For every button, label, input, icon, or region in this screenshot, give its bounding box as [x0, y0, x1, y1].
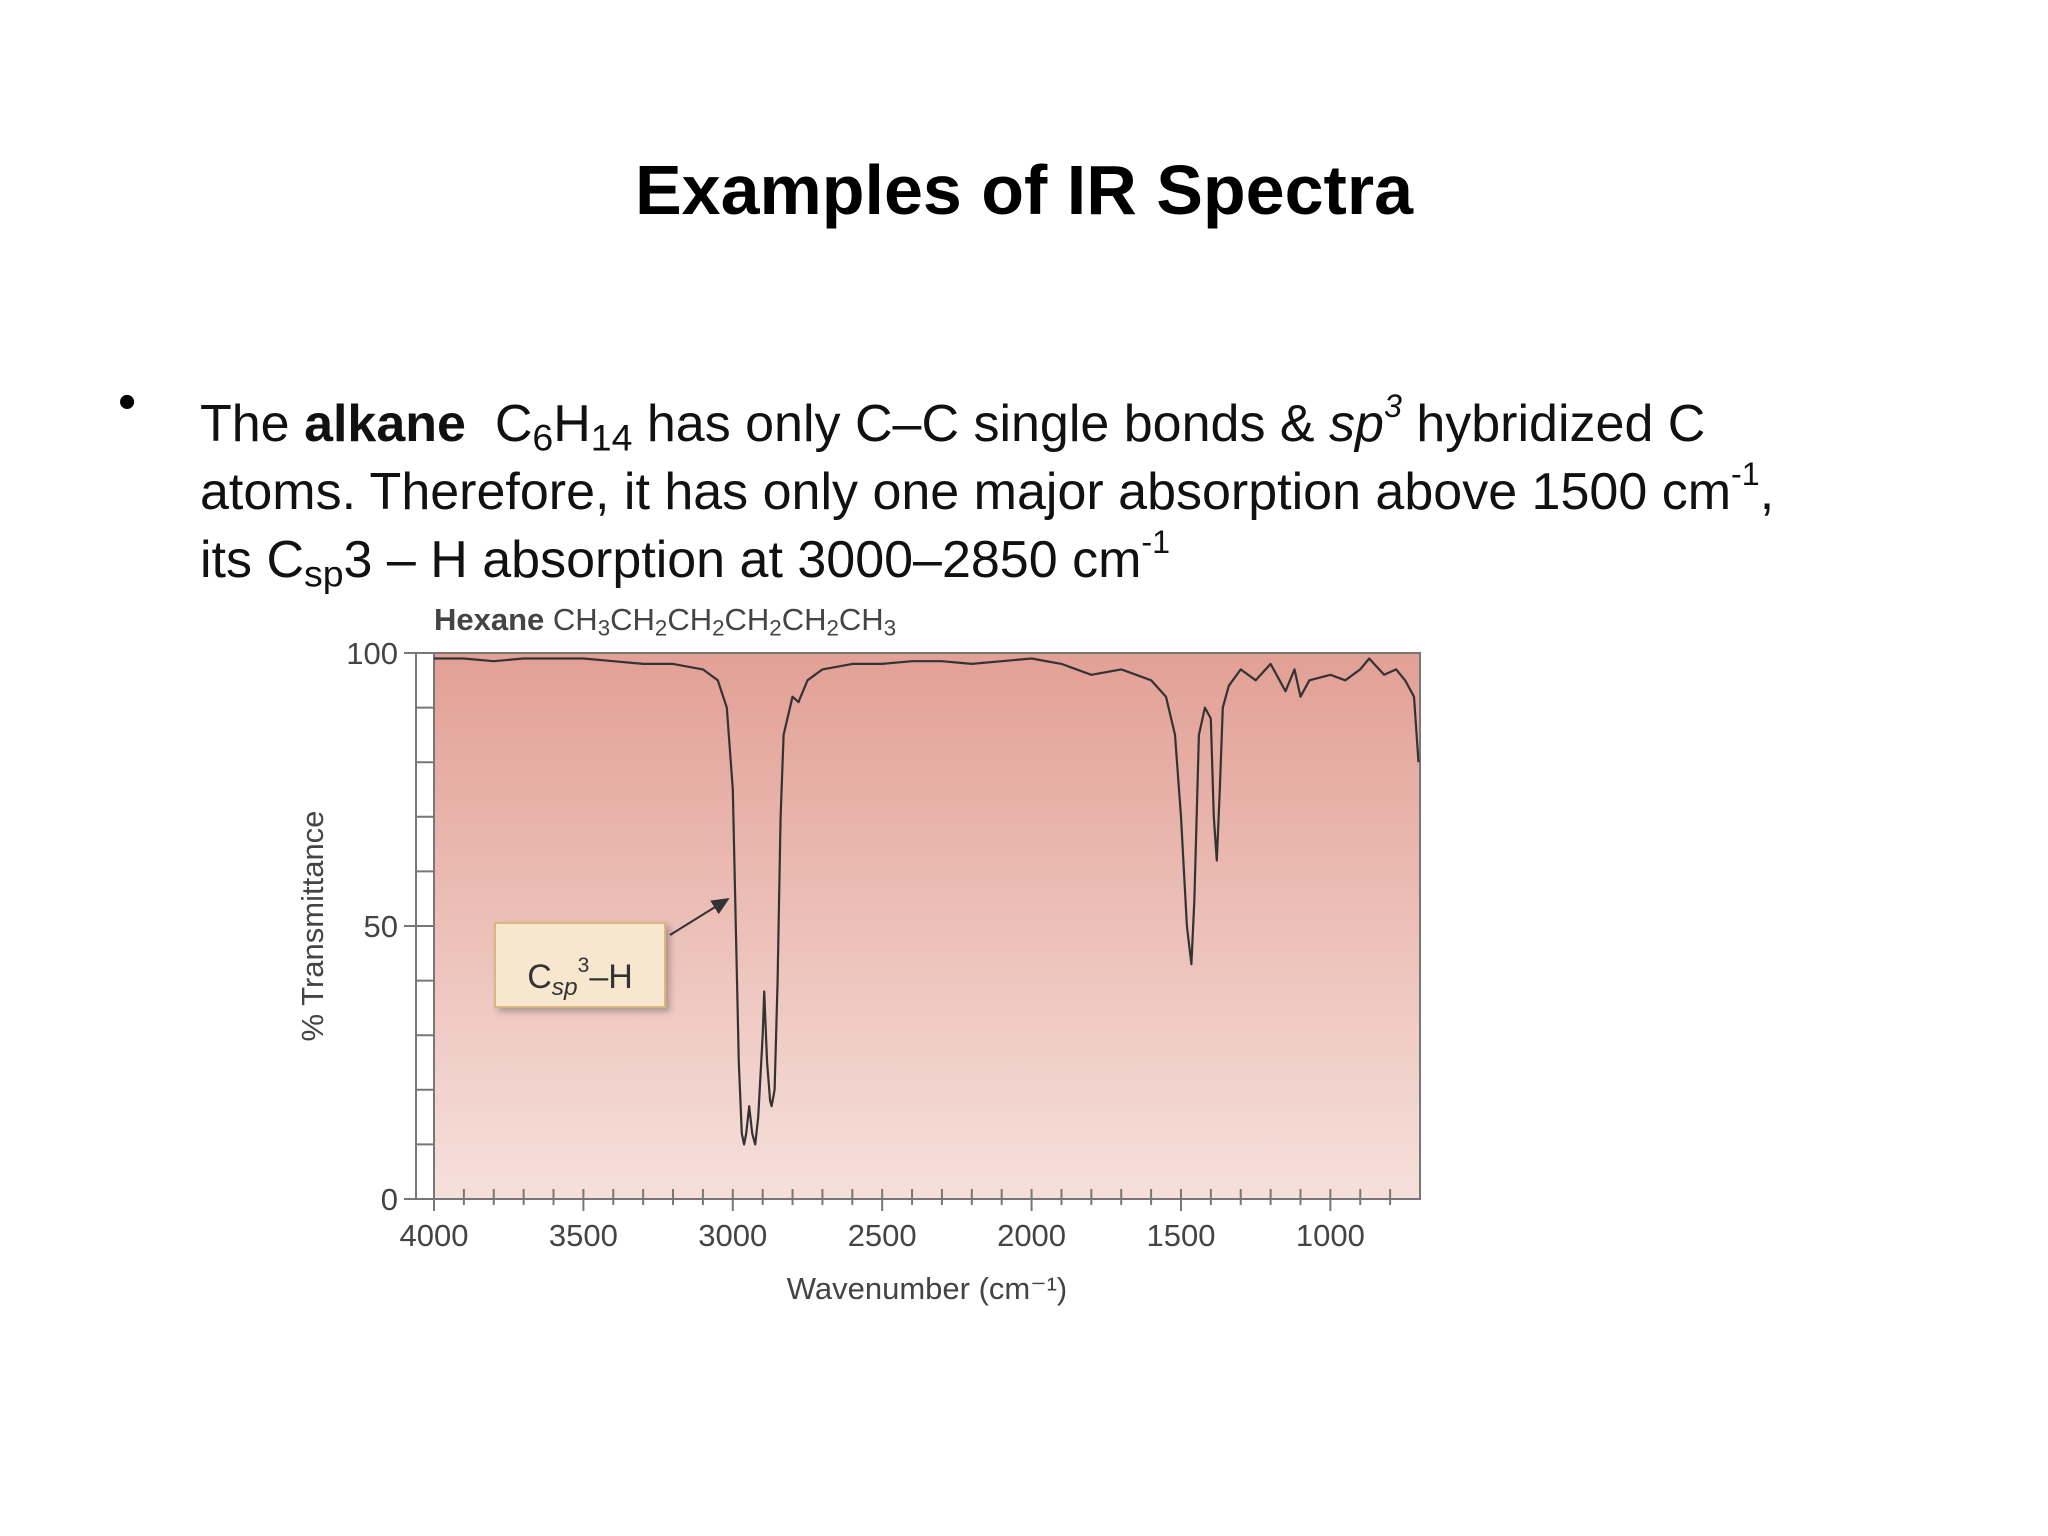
x-tick-label: 3500 — [549, 1218, 618, 1253]
y-tick-label: 100 — [346, 636, 398, 671]
text-run: 3 — [577, 954, 590, 977]
text-run: C — [465, 395, 533, 454]
text-run: CH — [667, 602, 713, 637]
y-axis-label: % Transmittance — [295, 811, 330, 1042]
text-run: H — [553, 395, 591, 454]
text-run: 3 — [1383, 388, 1402, 424]
bullet: • — [118, 373, 137, 431]
text-run: alkane — [304, 395, 466, 454]
text-run: hybridized C — [1401, 395, 1706, 454]
x-tick-label: 1000 — [1296, 1218, 1365, 1253]
text-run: CH — [610, 602, 655, 637]
text-run: 2 — [769, 615, 782, 641]
text-run: 3 — [883, 615, 897, 641]
text-run: –H — [589, 957, 633, 996]
text-run: 3 – H absorption at 3000–2850 cm — [343, 531, 1142, 590]
text-run: CH — [544, 602, 598, 637]
text-run: its C — [200, 531, 304, 590]
text-run: sp — [304, 552, 344, 595]
text-run: -1 — [1731, 456, 1760, 492]
text-run: C — [527, 957, 552, 996]
x-tick-label: 3000 — [698, 1218, 767, 1253]
text-run: 2 — [654, 615, 668, 641]
chart-title: Hexane CH3CH2CH2CH2CH2CH3 — [434, 602, 896, 642]
text-run: atoms. Therefore, it has only one major … — [200, 463, 1732, 522]
text-run: Hexane — [434, 602, 545, 637]
text-run: CH — [781, 602, 827, 637]
x-tick-label: 2500 — [848, 1218, 917, 1253]
bullet-line: atoms. Therefore, it has only one major … — [200, 440, 1774, 526]
text-run: 2 — [826, 615, 839, 641]
x-tick-label: 4000 — [400, 1218, 469, 1253]
annotation: Csp3–H — [494, 922, 666, 1008]
text-run: -1 — [1141, 524, 1171, 560]
x-axis-label: Wavenumber (cm⁻¹) — [787, 1271, 1067, 1306]
text-run: 6 — [532, 416, 554, 459]
text-run: sp — [551, 974, 578, 1002]
y-tick-label: 0 — [381, 1182, 398, 1217]
text-run: CH — [724, 602, 770, 637]
text-run: The — [200, 395, 305, 454]
text-run: CH — [838, 602, 884, 637]
text-run: , — [1759, 463, 1775, 522]
bullet-line: The alkane C6H14 has only C–C single bon… — [200, 372, 1705, 472]
text-run: sp — [1329, 395, 1384, 454]
x-tick-label: 2000 — [997, 1218, 1066, 1253]
bullet-line: its Csp3 – H absorption at 3000–2850 cm-… — [200, 508, 1170, 608]
text-run: has only C–C single bonds & — [632, 395, 1330, 454]
x-tick-label: 1500 — [1146, 1218, 1215, 1253]
text-run: 3 — [597, 615, 611, 641]
spectrum-line — [434, 657, 1420, 1146]
text-run: 2 — [712, 615, 725, 641]
text-run: 14 — [590, 416, 633, 459]
slide-title: Examples of IR Spectra — [634, 151, 1414, 229]
y-tick-label: 50 — [364, 909, 398, 944]
annotation-arrow — [669, 897, 730, 936]
